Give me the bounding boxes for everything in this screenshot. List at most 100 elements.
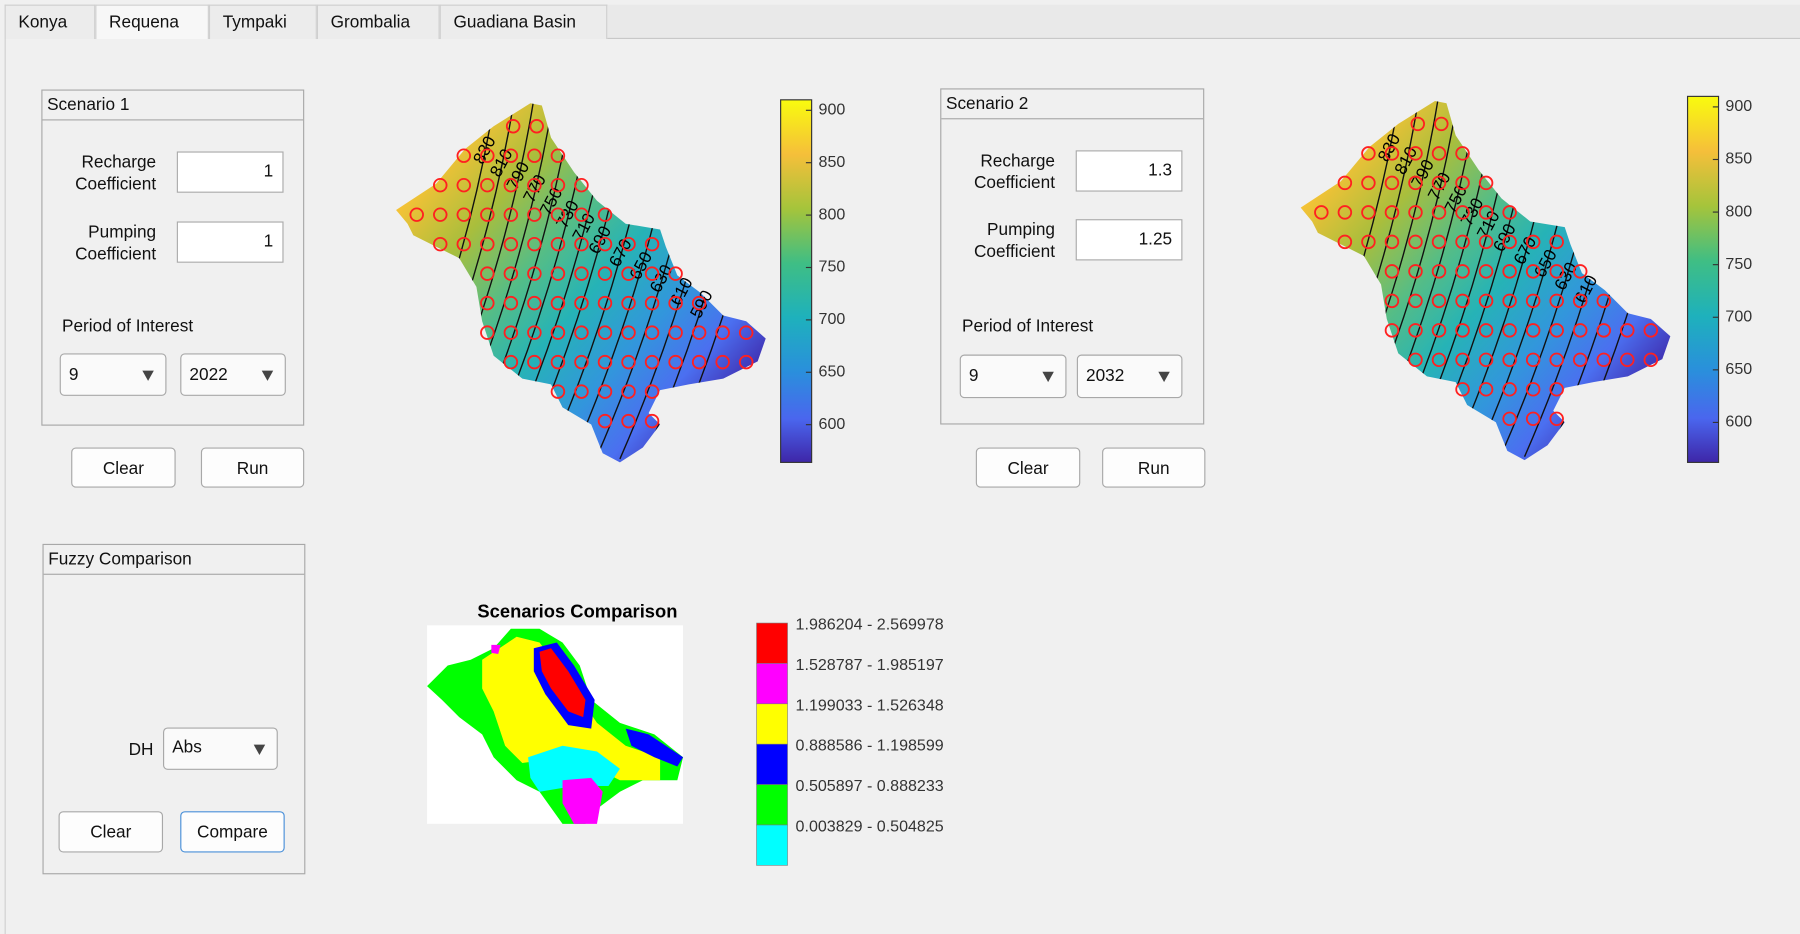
well-marker (1620, 323, 1635, 338)
panel-title: Fuzzy Comparison (43, 545, 305, 575)
well-marker (644, 354, 660, 370)
well-marker (644, 384, 660, 399)
tick-label: 700 (1725, 308, 1752, 326)
well-marker (1478, 323, 1494, 338)
well-marker (597, 384, 613, 399)
well-marker (1502, 234, 1517, 250)
well-marker (1337, 234, 1353, 250)
tab[interactable]: Guadiana Basin (439, 4, 608, 40)
tab[interactable]: Konya (4, 4, 96, 40)
tab[interactable]: Tympaki (208, 4, 317, 40)
text-input[interactable]: 1 (176, 221, 284, 263)
well-marker (1384, 146, 1400, 161)
dropdown[interactable]: 9 (59, 353, 167, 396)
well-marker (433, 236, 448, 252)
well-marker (480, 207, 495, 222)
well-marker (574, 236, 589, 252)
tab[interactable]: Grombalia (316, 4, 440, 40)
button[interactable]: Clear (975, 447, 1081, 488)
dropdown[interactable]: 2032 (1076, 354, 1183, 399)
well-marker (1337, 175, 1353, 191)
legend-swatch (756, 703, 788, 745)
well-marker (1525, 264, 1541, 279)
well-marker (1502, 323, 1517, 338)
well-marker (574, 325, 589, 340)
well-marker (621, 354, 636, 370)
tab-active[interactable]: Requena (95, 4, 209, 40)
well-marker (1361, 146, 1376, 161)
button[interactable]: Run (200, 447, 305, 488)
well-marker (1455, 382, 1470, 397)
panel: Fuzzy Comparison (42, 543, 306, 875)
tick-label: 800 (819, 205, 846, 223)
comparison-map: Scenarios Comparison (427, 600, 684, 824)
well-marker (503, 266, 519, 281)
well-marker (1478, 234, 1494, 250)
well-marker (1572, 323, 1588, 338)
well-marker (738, 325, 754, 340)
tick-label: 850 (1725, 150, 1752, 168)
well-marker (505, 118, 521, 134)
text-input[interactable]: 1.3 (1075, 150, 1183, 192)
well-marker (1455, 234, 1470, 250)
well-marker (1431, 234, 1447, 250)
dropdown[interactable]: Abs (163, 727, 278, 770)
well-marker (527, 325, 542, 340)
well-marker (1408, 234, 1423, 250)
well-marker (1384, 234, 1400, 250)
well-marker (456, 148, 472, 163)
well-marker (1431, 205, 1447, 220)
tab-content (4, 39, 1800, 934)
well-marker (1620, 352, 1635, 368)
text-input[interactable]: 1 (176, 151, 284, 193)
tick-label: 750 (819, 258, 846, 276)
label: Recharge Coefficient (973, 151, 1056, 193)
well-marker (1502, 352, 1517, 368)
well-marker (1572, 293, 1588, 309)
well-marker (456, 207, 472, 222)
well-marker (574, 266, 589, 281)
well-marker (550, 266, 566, 281)
well-marker (433, 207, 448, 222)
well-marker (480, 325, 495, 340)
well-marker (1478, 293, 1494, 309)
well-marker (715, 325, 730, 340)
text-input[interactable]: 1.25 (1075, 219, 1183, 261)
well-marker (527, 266, 542, 281)
tick-label: 750 (1725, 255, 1752, 273)
button[interactable]: Clear (58, 811, 164, 853)
well-marker (1408, 352, 1423, 368)
well-marker (574, 384, 589, 399)
button[interactable]: Compare (180, 811, 285, 853)
well-marker (574, 354, 589, 370)
panel: Scenario 2 (940, 88, 1205, 425)
tick-label: 800 (1725, 202, 1752, 220)
tick-label: 650 (1725, 360, 1752, 378)
well-marker (597, 266, 613, 281)
well-marker (621, 236, 636, 252)
well-marker (1643, 323, 1659, 338)
dropdown[interactable]: 9 (959, 354, 1067, 399)
label: Pumping Coefficient (75, 222, 157, 264)
well-marker (480, 295, 495, 311)
well-marker (1572, 264, 1588, 279)
contour-line (1572, 100, 1671, 457)
well-marker (1314, 205, 1329, 220)
well-marker (1502, 205, 1517, 220)
well-marker (1337, 205, 1353, 220)
button[interactable]: Run (1102, 447, 1206, 488)
well-marker (621, 295, 636, 311)
well-marker (1408, 146, 1423, 161)
dropdown[interactable]: 2022 (180, 353, 286, 396)
zone (625, 728, 684, 767)
well-marker (1549, 352, 1564, 368)
panel-title: Scenario 2 (941, 89, 1204, 120)
well-marker (1525, 382, 1541, 397)
button[interactable]: Clear (71, 447, 176, 488)
well-marker (668, 266, 683, 281)
well-marker (550, 207, 566, 222)
well-marker (550, 354, 566, 370)
